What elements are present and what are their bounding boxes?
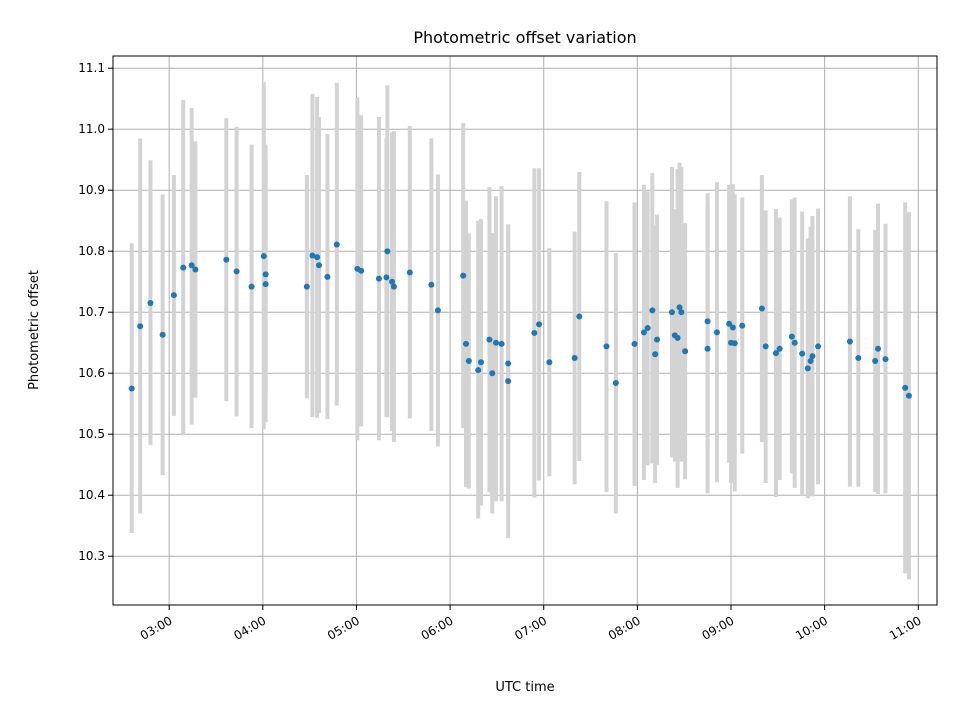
data-point bbox=[383, 274, 390, 281]
data-point bbox=[477, 359, 484, 366]
data-point bbox=[137, 323, 144, 330]
y-tick-label: 10.8 bbox=[78, 244, 105, 258]
data-point bbox=[603, 343, 610, 350]
data-point bbox=[905, 392, 912, 399]
data-point bbox=[303, 283, 310, 290]
data-point bbox=[498, 340, 505, 347]
data-point bbox=[726, 320, 733, 327]
data-point bbox=[324, 273, 331, 280]
data-point bbox=[872, 358, 879, 364]
data-point bbox=[314, 254, 321, 261]
data-point bbox=[804, 365, 811, 372]
data-point bbox=[333, 241, 340, 248]
data-point bbox=[428, 281, 435, 288]
data-point bbox=[486, 336, 493, 343]
data-point bbox=[223, 256, 230, 263]
data-point bbox=[640, 329, 647, 336]
data-point bbox=[489, 370, 496, 377]
data-point bbox=[799, 350, 806, 357]
data-point bbox=[188, 262, 195, 269]
data-point bbox=[669, 309, 676, 316]
data-point bbox=[358, 267, 365, 274]
data-point bbox=[649, 307, 656, 314]
data-point bbox=[233, 268, 240, 275]
x-axis-label: UTC time bbox=[495, 680, 554, 695]
data-point bbox=[674, 334, 681, 341]
data-point bbox=[375, 275, 382, 282]
data-point bbox=[652, 351, 659, 358]
data-point bbox=[260, 253, 267, 260]
data-point bbox=[128, 385, 135, 392]
data-point bbox=[248, 283, 255, 290]
y-tick-label: 11.0 bbox=[78, 122, 105, 136]
data-point bbox=[170, 292, 177, 299]
data-point bbox=[678, 309, 685, 316]
data-point bbox=[465, 358, 472, 364]
y-tick-label: 10.4 bbox=[78, 488, 105, 502]
data-point bbox=[739, 322, 746, 329]
y-tick-label: 10.6 bbox=[78, 366, 105, 380]
data-point bbox=[612, 379, 619, 386]
data-point bbox=[262, 281, 269, 288]
data-point bbox=[434, 307, 441, 314]
data-point bbox=[147, 300, 154, 307]
data-point bbox=[463, 340, 470, 347]
y-axis-label: Photometric offset bbox=[27, 270, 42, 390]
data-point bbox=[676, 304, 683, 311]
data-point bbox=[704, 345, 711, 352]
data-point bbox=[731, 340, 738, 347]
data-point bbox=[536, 321, 543, 328]
data-point bbox=[406, 269, 413, 276]
data-point bbox=[875, 345, 882, 352]
data-point bbox=[791, 339, 798, 346]
data-point bbox=[180, 264, 187, 271]
data-point bbox=[316, 262, 322, 269]
y-tick-label: 10.7 bbox=[78, 305, 105, 319]
y-tick-label: 10.3 bbox=[78, 549, 105, 563]
data-point bbox=[807, 358, 814, 364]
y-tick-label: 10.9 bbox=[78, 183, 105, 197]
data-point bbox=[855, 354, 862, 361]
data-point bbox=[713, 329, 720, 336]
data-point bbox=[882, 356, 889, 363]
data-point bbox=[788, 333, 795, 340]
data-point bbox=[846, 338, 853, 345]
data-point bbox=[505, 378, 512, 385]
data-point bbox=[475, 367, 482, 374]
data-point bbox=[390, 283, 397, 290]
data-point bbox=[389, 278, 396, 285]
data-point bbox=[758, 305, 765, 312]
data-point bbox=[492, 339, 499, 346]
data-point bbox=[262, 271, 269, 278]
data-point bbox=[460, 272, 467, 279]
chart-title: Photometric offset variation bbox=[413, 28, 636, 47]
data-point bbox=[729, 324, 736, 331]
data-point bbox=[576, 313, 583, 320]
data-point bbox=[654, 336, 661, 343]
data-points bbox=[128, 241, 912, 399]
data-point bbox=[776, 345, 783, 352]
y-tick-label: 10.5 bbox=[78, 427, 105, 441]
data-point bbox=[192, 266, 199, 273]
data-point bbox=[571, 354, 578, 361]
data-point bbox=[762, 343, 769, 350]
data-point bbox=[546, 359, 553, 366]
y-tick-label: 11.1 bbox=[78, 61, 105, 75]
data-point bbox=[631, 340, 638, 347]
data-point bbox=[505, 360, 512, 367]
data-point bbox=[531, 329, 538, 336]
plot-frame bbox=[112, 55, 938, 606]
data-point bbox=[772, 350, 779, 357]
data-point bbox=[682, 348, 689, 355]
data-point bbox=[704, 318, 711, 325]
data-point bbox=[902, 384, 909, 391]
data-point bbox=[644, 325, 651, 332]
data-point bbox=[159, 331, 166, 338]
data-point bbox=[815, 343, 822, 350]
data-point bbox=[384, 248, 391, 255]
data-point bbox=[809, 353, 816, 360]
data-point bbox=[309, 252, 316, 259]
